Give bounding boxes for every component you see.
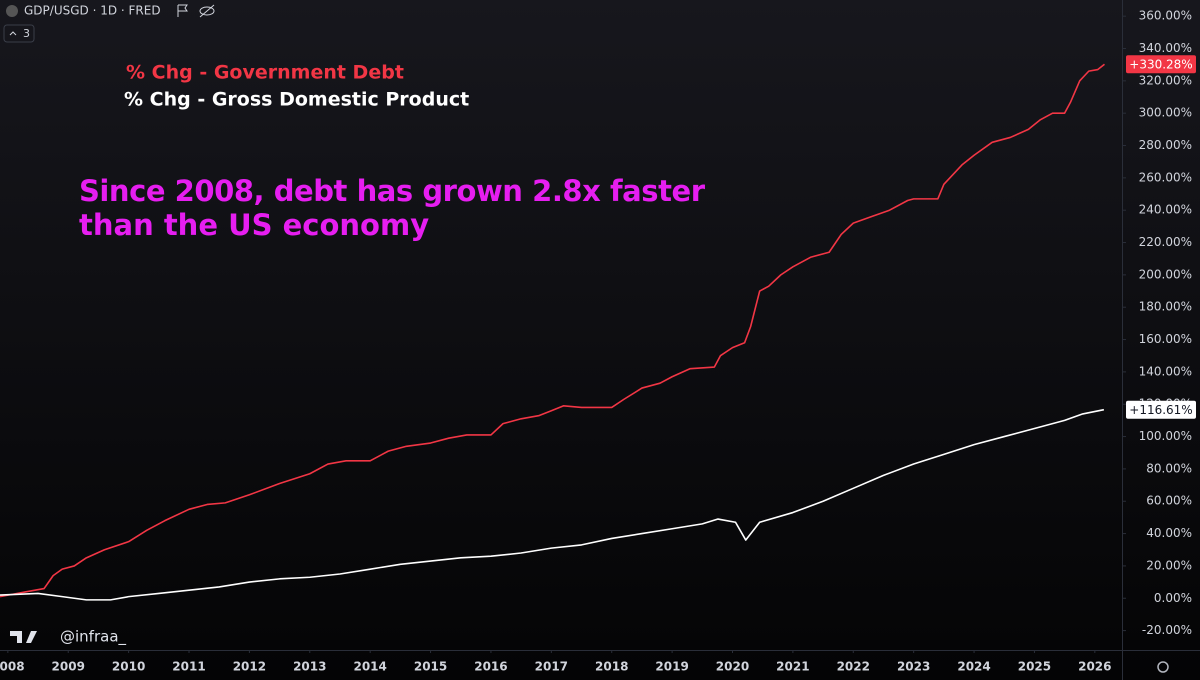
chevron	[9, 31, 17, 36]
line-series	[0, 63, 1105, 598]
y-tick-label: 60.00%	[1146, 494, 1192, 508]
header: GDP/USGD · 1D · FRED 3	[3, 4, 215, 43]
x-tick-label: 2020	[716, 660, 749, 674]
y-tick-label: 360.00%	[1139, 9, 1192, 23]
flag-icon[interactable]	[177, 4, 188, 17]
x-tick-label: 2010	[112, 660, 145, 674]
y-tick-label: 180.00%	[1139, 300, 1192, 314]
x-tick-label: 2012	[233, 660, 266, 674]
y-tick-label: 100.00%	[1139, 429, 1192, 443]
symbol[interactable]: GDP/USGD · 1D · FRED	[24, 4, 161, 18]
y-tick-label: 300.00%	[1139, 106, 1192, 120]
watermark-text: @infraa_	[60, 628, 127, 647]
x-tick-label: 2022	[837, 660, 870, 674]
line-series	[0, 408, 1105, 601]
y-tick-label: 20.00%	[1146, 558, 1192, 572]
y-tick-label: 320.00%	[1139, 73, 1192, 87]
x-tick-label: 2015	[414, 660, 447, 674]
y-tick-label: 240.00%	[1139, 203, 1192, 217]
y-tick-label: 220.00%	[1139, 235, 1192, 249]
last-value-box	[1126, 55, 1196, 74]
visibility-icon[interactable]	[199, 6, 215, 16]
y-tick-label: 160.00%	[1139, 332, 1192, 346]
annotation: Since 2008, debt has grown 2.8x faster	[79, 174, 706, 208]
y-tick-label: -20.00%	[1142, 623, 1192, 637]
legend-entry: % Chg - Government Debt	[126, 62, 404, 84]
last-value-box	[1126, 400, 1196, 419]
x-tick-label: 2026	[1078, 660, 1111, 674]
indicator-toggle[interactable]	[3, 24, 35, 43]
x-tick-label: 2014	[353, 660, 386, 674]
y-tick-label: 0.00%	[1154, 591, 1192, 605]
x-tick-label: 2009	[52, 660, 85, 674]
visibility-icon[interactable]	[199, 4, 215, 18]
y-tick-label: 140.00%	[1139, 364, 1192, 378]
x-tick-label: 2019	[655, 660, 688, 674]
logo	[10, 631, 37, 643]
x-tick-label: 2025	[1018, 660, 1051, 674]
x-tick-label: 2008	[0, 660, 25, 674]
last-value-label: +330.28%	[1129, 58, 1192, 72]
y-tick-label: 80.00%	[1146, 461, 1192, 475]
x-tick-label: 2013	[293, 660, 326, 674]
x-tick-label: 2011	[172, 660, 205, 674]
x-tick-label: 2017	[535, 660, 568, 674]
y-tick-label: 200.00%	[1139, 267, 1192, 281]
x-tick-label: 2024	[957, 660, 990, 674]
y-tick-label: 260.00%	[1139, 170, 1192, 184]
x-tick-label: 2018	[595, 660, 628, 674]
symbol-icon	[6, 5, 18, 17]
watermark: @infraa_	[10, 628, 127, 647]
x-tick-label: 2016	[474, 660, 507, 674]
indicator-count[interactable]: 3	[23, 27, 30, 40]
settings-icon[interactable]	[1157, 661, 1169, 673]
y-tick-label: 40.00%	[1146, 526, 1192, 540]
x-tick-label: 2021	[776, 660, 809, 674]
x-tick-label: 2023	[897, 660, 930, 674]
annotation: than the US economy	[79, 208, 429, 242]
y-tick-label: 280.00%	[1139, 138, 1192, 152]
y-tick-label: 340.00%	[1139, 41, 1192, 55]
last-value-label: +116.61%	[1129, 403, 1192, 417]
legend-entry: % Chg - Gross Domestic Product	[124, 89, 469, 111]
